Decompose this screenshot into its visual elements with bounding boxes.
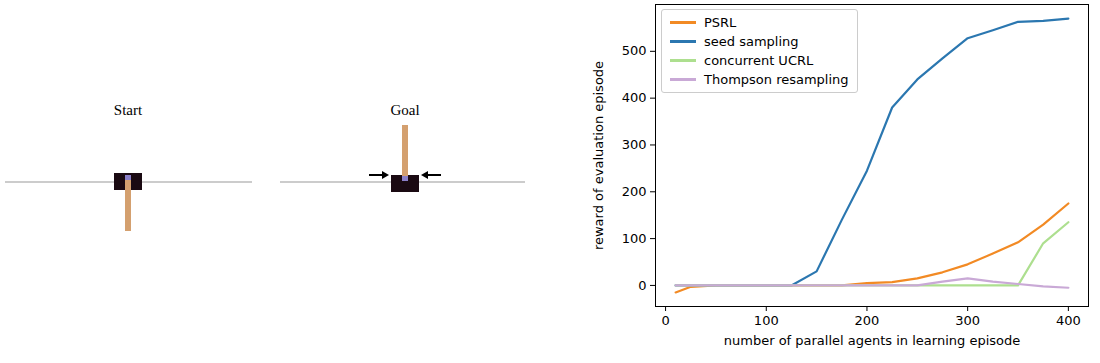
html-text:PSRL: PSRL <box>704 15 737 30</box>
svg-text:400: 400 <box>1056 313 1081 328</box>
svg-text:300: 300 <box>955 313 980 328</box>
svg-text:200: 200 <box>855 313 880 328</box>
svg-text:number of parallel agents in l: number of parallel agents in learning ep… <box>724 333 1020 348</box>
html-text:Thompson resampling: Thompson resampling <box>704 72 849 87</box>
svg-text:500: 500 <box>622 43 647 58</box>
html-text:concurrent UCRL: concurrent UCRL <box>704 53 814 68</box>
svg-text:Start: Start <box>114 102 143 118</box>
svg-text:100: 100 <box>622 231 647 246</box>
svg-text:0: 0 <box>638 278 646 293</box>
svg-text:100: 100 <box>754 313 779 328</box>
svg-text:reward of evaluation episode: reward of evaluation episode <box>591 61 606 250</box>
svg-text:400: 400 <box>622 90 647 105</box>
svg-text:Goal: Goal <box>390 102 419 118</box>
svg-text:200: 200 <box>622 184 647 199</box>
svg-text:300: 300 <box>622 137 647 152</box>
svg-text:0: 0 <box>661 313 669 328</box>
html-text:seed sampling: seed sampling <box>704 34 799 49</box>
